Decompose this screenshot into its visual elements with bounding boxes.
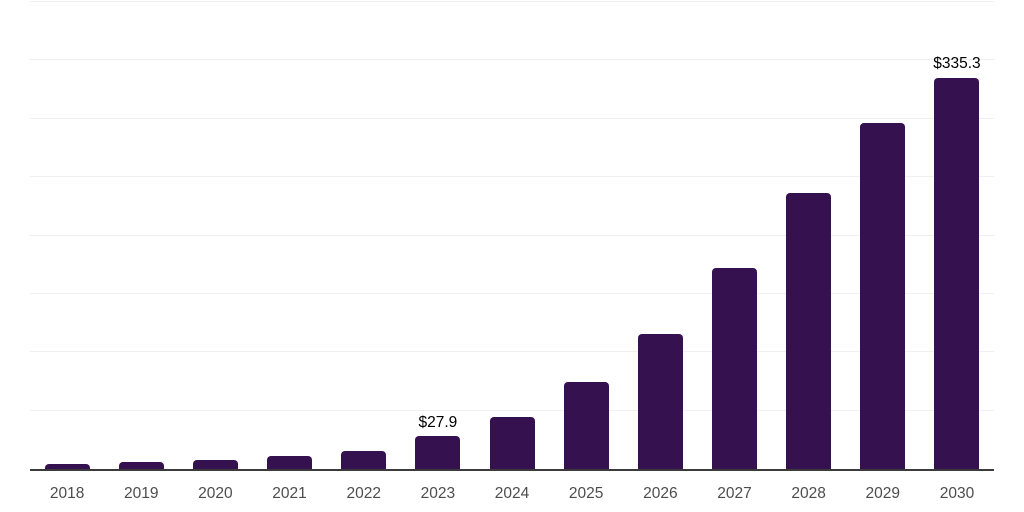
bar-2024 bbox=[489, 417, 535, 469]
bar-2023 bbox=[415, 436, 461, 469]
bar-slot-2019 bbox=[104, 2, 178, 469]
gridline-350 bbox=[30, 59, 994, 61]
x-tick-2027: 2027 bbox=[717, 485, 752, 502]
bar-2021 bbox=[267, 456, 313, 469]
bar-2027 bbox=[711, 267, 757, 469]
bar-2020 bbox=[192, 460, 238, 469]
gridline-200 bbox=[30, 234, 994, 236]
gridline-250 bbox=[30, 176, 994, 178]
bar-slot-2018 bbox=[30, 2, 104, 469]
x-tick-2021: 2021 bbox=[272, 485, 307, 502]
bar-2018 bbox=[44, 463, 90, 469]
gridline-50 bbox=[30, 409, 994, 411]
x-tick-2019: 2019 bbox=[123, 485, 159, 502]
bar-slot-2021 bbox=[252, 2, 326, 469]
bar-2022 bbox=[341, 451, 387, 469]
x-tick-2022: 2022 bbox=[346, 485, 381, 502]
x-axis-labels: 2018 2019 2020 2021 2022 2023 2024 2025 2026 2027… bbox=[30, 485, 994, 503]
bar-slot-2029 bbox=[846, 2, 920, 469]
bar-slot-2030: $335.3 bbox=[920, 2, 994, 469]
x-tick-2023: 2023 bbox=[420, 485, 456, 502]
bar-2029 bbox=[860, 123, 906, 469]
x-tick-2028: 2028 bbox=[791, 485, 826, 502]
bar-slot-2028 bbox=[772, 2, 846, 469]
x-tick-2026: 2026 bbox=[643, 485, 678, 502]
bar-slot-2023: $27.9 bbox=[401, 2, 475, 469]
x-tick-2030: 2030 bbox=[939, 485, 975, 502]
gridline-400 bbox=[30, 1, 994, 2]
data-label-2030: $335.3 bbox=[933, 55, 981, 73]
bar-slot-2022 bbox=[327, 2, 401, 469]
bars-container: $27.9 $335.3 bbox=[30, 2, 994, 469]
gridline-300 bbox=[30, 117, 994, 119]
x-tick-2029: 2029 bbox=[865, 485, 901, 502]
x-tick-2024: 2024 bbox=[494, 485, 530, 502]
bar-slot-2020 bbox=[178, 2, 252, 469]
x-tick-2020: 2020 bbox=[198, 485, 233, 502]
gridline-100 bbox=[30, 351, 994, 353]
bar-2025 bbox=[563, 382, 609, 469]
gridline-150 bbox=[30, 292, 994, 294]
bar-slot-2024 bbox=[475, 2, 549, 469]
bar-slot-2027 bbox=[697, 2, 771, 469]
plot-area: $27.9 $335.3 bbox=[30, 1, 994, 471]
bar-slot-2025 bbox=[549, 2, 623, 469]
data-label-2023: $27.9 bbox=[418, 413, 458, 431]
bar-2030 bbox=[934, 77, 980, 469]
bar-2019 bbox=[118, 462, 164, 469]
bar-2026 bbox=[637, 333, 683, 469]
bar-slot-2026 bbox=[623, 2, 697, 469]
x-tick-2025: 2025 bbox=[568, 485, 604, 502]
bar-2028 bbox=[786, 192, 832, 469]
x-tick-2018: 2018 bbox=[49, 485, 85, 502]
